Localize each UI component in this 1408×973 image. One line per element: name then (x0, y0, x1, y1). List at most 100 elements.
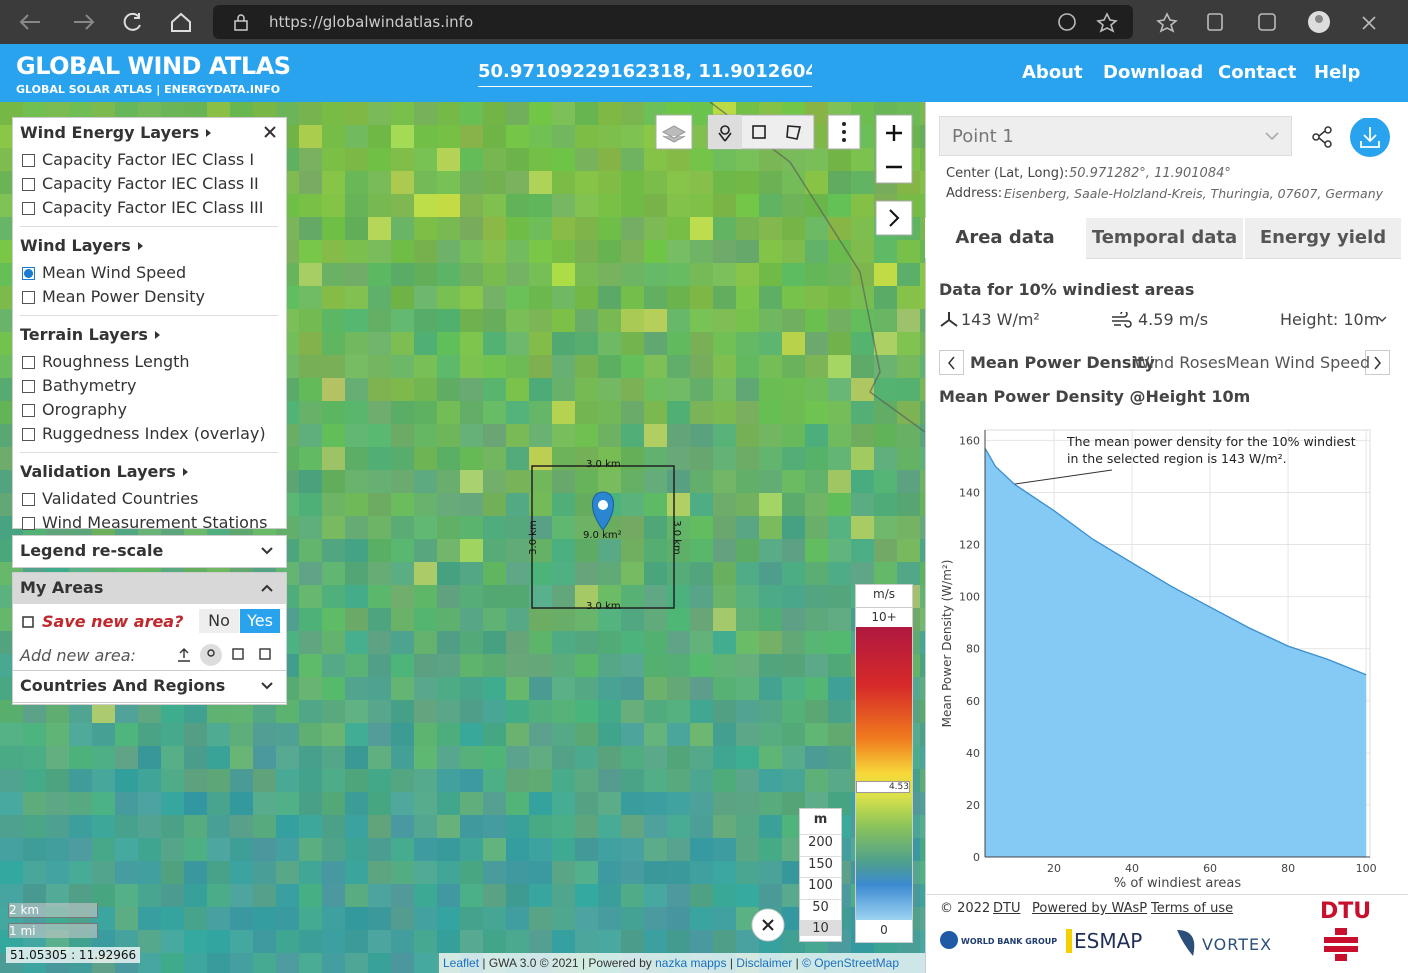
map-tile (575, 608, 598, 631)
map-tile (621, 562, 644, 585)
nav-link[interactable]: Download (1103, 62, 1204, 83)
map-tile (920, 815, 925, 838)
checkbox[interactable] (22, 356, 35, 369)
map-tile (920, 102, 925, 125)
checkbox[interactable] (22, 428, 35, 441)
map-tile (575, 539, 598, 562)
tab[interactable]: Temporal data (1086, 218, 1243, 259)
nav-link[interactable]: Help (1314, 62, 1361, 83)
logo[interactable]: WORLD BANK GROUP (961, 937, 1058, 946)
legend-rescale[interactable]: Legend re-scale (12, 535, 287, 568)
site-title[interactable]: GLOBAL WIND ATLAS (16, 52, 291, 80)
layer-item[interactable]: Ruggedness Index (overlay) (42, 424, 266, 443)
map-tile (736, 355, 759, 378)
site-subtitle[interactable]: GLOBAL SOLAR ATLAS | ENERGYDATA.INFO (16, 83, 281, 96)
map-tile (506, 286, 529, 309)
map-tile (782, 355, 805, 378)
checkbox[interactable] (22, 493, 35, 506)
checkbox[interactable] (22, 154, 35, 167)
area-tools[interactable] (173, 643, 283, 667)
layer-item[interactable]: Wind Measurement Stations (42, 513, 268, 532)
map-controls[interactable] (655, 114, 915, 238)
carousel-item[interactable]: Wind Roses (1134, 353, 1226, 372)
address-bar[interactable]: https://globalwindatlas.info (213, 5, 1133, 39)
map-tile (690, 723, 713, 746)
carousel-item-active[interactable]: Mean Power Density (970, 353, 1155, 372)
footer-link[interactable]: Powered by WAsP (1032, 901, 1148, 916)
map-tile (460, 861, 483, 884)
logo[interactable]: DTU (1320, 899, 1372, 924)
map-tile (713, 217, 736, 240)
map-tile (782, 263, 805, 286)
map-tile (483, 792, 506, 815)
selection-box[interactable] (531, 465, 675, 609)
footer-link[interactable]: Terms of use (1151, 901, 1234, 916)
map-tile (782, 401, 805, 424)
layer-item[interactable]: Capacity Factor IEC Class II (42, 174, 259, 193)
no-button[interactable]: No (199, 609, 239, 633)
map-tile (644, 608, 667, 631)
nav-link[interactable]: Contact (1218, 62, 1297, 83)
map-tile (828, 700, 851, 723)
checkbox[interactable] (22, 404, 35, 417)
map-tile (437, 930, 460, 953)
group-title[interactable]: Validation Layers (20, 462, 176, 481)
map-tile (345, 654, 368, 677)
map-tile (805, 677, 828, 700)
attribution-link[interactable]: Disclaimer (736, 956, 793, 970)
attribution-link[interactable]: Leaflet (443, 956, 480, 970)
checkbox[interactable] (22, 178, 35, 191)
search-input[interactable]: 50.97109229162318, 11.9012604539 (478, 61, 812, 87)
map-tile (460, 746, 483, 769)
countries-regions[interactable]: Countries And Regions (12, 670, 287, 703)
save-prompt: Save new area? (42, 612, 184, 631)
footer-link[interactable]: DTU (993, 901, 1021, 916)
map-tile (506, 309, 529, 332)
attribution-link[interactable]: nazka mapps (655, 956, 727, 970)
carousel-item[interactable]: Mean Wind Speed (1226, 353, 1371, 372)
close-button[interactable] (750, 907, 786, 943)
layer-item[interactable]: Capacity Factor IEC Class III (42, 198, 264, 217)
share-download[interactable] (1306, 118, 1402, 158)
group-title[interactable]: Wind Layers (20, 236, 131, 255)
my-areas-header[interactable] (13, 573, 286, 604)
map-tile (529, 884, 552, 907)
map-tile (736, 861, 759, 884)
map-tile (391, 838, 414, 861)
close-icon[interactable] (263, 125, 277, 139)
layer-item[interactable]: Bathymetry (42, 376, 137, 395)
map-tile (368, 723, 391, 746)
map-tile (345, 470, 368, 493)
map-pin[interactable] (592, 491, 614, 531)
layer-item[interactable]: Mean Power Density (42, 287, 205, 306)
map[interactable]: 3.0 km 3.0 km 3.0 km 3.0 km 9.0 km² Wind… (0, 102, 925, 973)
checkbox[interactable] (22, 517, 35, 530)
map-tile (782, 286, 805, 309)
layer-item[interactable]: Orography (42, 400, 127, 419)
tab[interactable]: Energy yield (1245, 218, 1401, 259)
height-select[interactable]: Height: 10m (1280, 310, 1380, 329)
map-tile (529, 424, 552, 447)
checkbox[interactable] (22, 202, 35, 215)
logo[interactable]: VORTEX (1202, 935, 1273, 954)
map-tile (690, 240, 713, 263)
attribution-link[interactable]: © OpenStreetMap (802, 956, 900, 970)
nav-link[interactable]: About (1022, 62, 1083, 83)
layer-item[interactable]: Validated Countries (42, 489, 199, 508)
group-title[interactable]: Terrain Layers (20, 325, 148, 344)
tab-active[interactable]: Area data (925, 218, 1085, 258)
point-select[interactable]: Point 1 (939, 116, 1292, 156)
map-tile (391, 447, 414, 470)
checkbox[interactable] (22, 267, 35, 280)
map-tile (782, 769, 805, 792)
logo[interactable]: ESMAP (1066, 929, 1142, 953)
layer-item[interactable]: Roughness Length (42, 352, 190, 371)
yes-button[interactable]: Yes (240, 609, 280, 633)
checkbox[interactable] (22, 291, 35, 304)
layer-item[interactable]: Capacity Factor IEC Class I (42, 150, 255, 169)
map-tile (851, 562, 874, 585)
map-tile (805, 516, 828, 539)
group-title[interactable]: Wind Energy Layers (20, 123, 200, 142)
layer-item[interactable]: Mean Wind Speed (42, 263, 187, 282)
checkbox[interactable] (22, 380, 35, 393)
